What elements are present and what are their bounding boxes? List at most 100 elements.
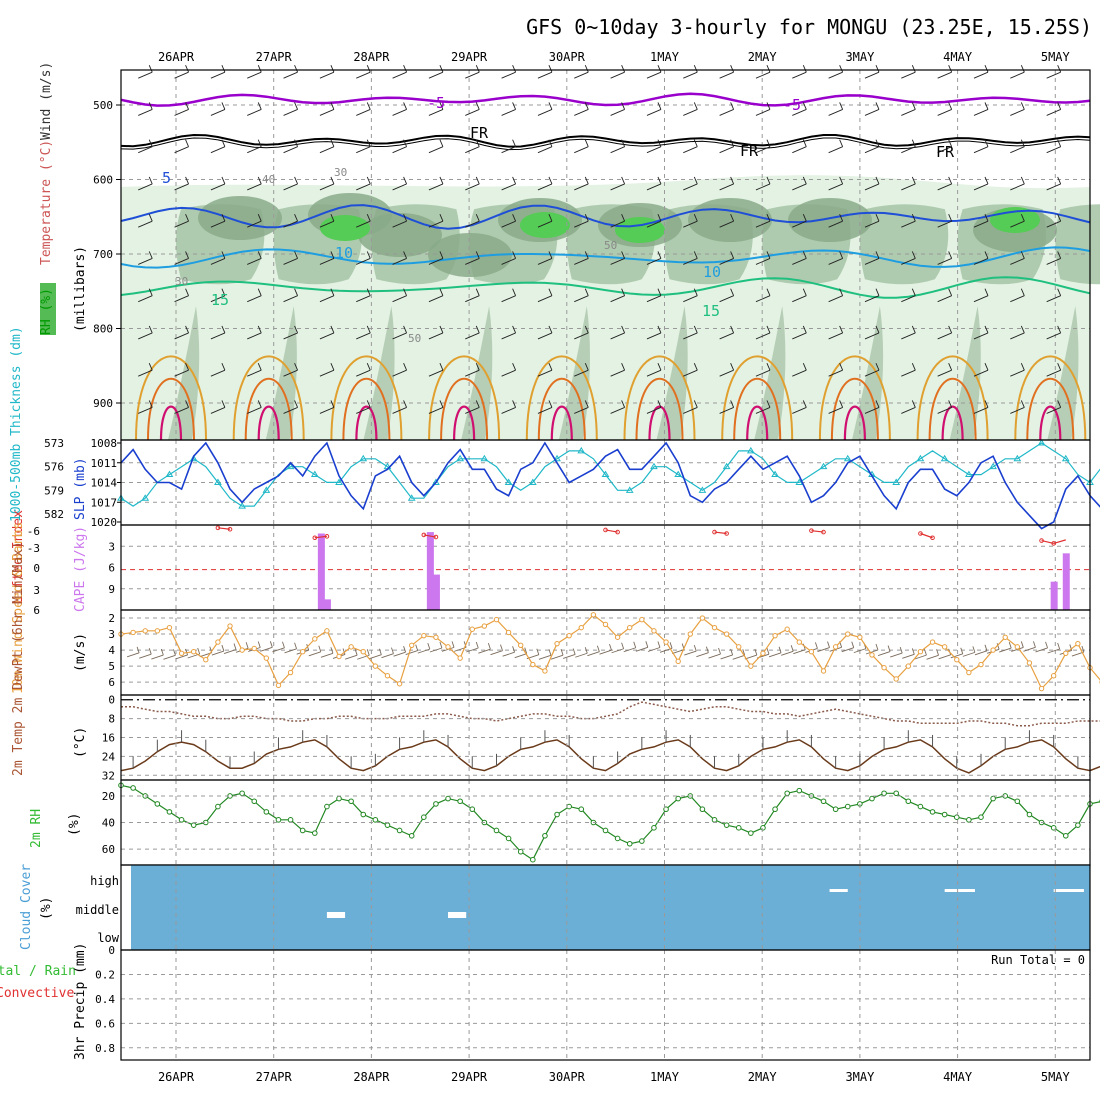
wind-barb-10m [974,650,988,656]
wind-barb-flag [403,363,408,371]
wind-barb-10m [635,646,648,652]
wind-barb-10m-flag [621,642,625,649]
wind-barb-flag [730,176,735,185]
wind-barb [392,295,407,303]
temp-contour-20 [916,355,989,441]
wind-barb [683,220,698,228]
wind-barb [937,332,952,340]
wind-barb-10m-flag [221,644,225,652]
temp-tick-label: 16 [102,732,115,745]
thickness-point [601,470,610,478]
wind-barb-flag [512,102,517,110]
wind-barb-flag [693,65,698,73]
wind-barb [937,295,952,303]
wind-barb-10m-flag [391,647,394,654]
wind-speed-point [251,645,257,652]
wind-barb [138,295,153,303]
rh-point [917,803,924,810]
cloud-gap [1053,889,1084,892]
wind-barb-flag [839,288,844,296]
wind-barb [937,407,952,414]
wind-barb-10m [902,653,915,659]
wind-speed-point [941,644,948,650]
wind-barb-flag [948,65,953,73]
wind-barb [138,183,153,191]
wind-barb [1046,295,1061,303]
temp-contour-30 [648,405,671,441]
wind-barb-flag [984,65,989,73]
wind-barb-flag [766,288,771,296]
wind-barb [646,71,662,79]
wind-barb-10m-flag [197,647,201,655]
wind-barb-flag [475,176,480,185]
thickness-point [940,454,949,462]
rh-point [784,790,790,797]
wind-barb [537,369,553,377]
temp-contour-25 [440,377,489,441]
wind-barb [428,220,444,228]
wind-barb-10m [793,649,806,655]
wind-barb [792,369,807,377]
wind-barb-flag [512,325,517,334]
wind-barb-10m [211,650,225,656]
wind-barb [283,295,298,303]
wind-speed-point [1026,660,1033,666]
rh-point [469,806,476,813]
wind-barb-flag [148,363,153,371]
wind-barb [465,146,480,154]
thickness-point [214,478,222,485]
rh-point [844,803,851,810]
wind-barb [828,258,843,265]
wind-speed-point [1063,650,1069,657]
wind-speed-point [929,639,936,645]
wind-barb-flag [221,325,226,334]
wind-barb [465,332,480,340]
rh-point [711,817,718,823]
thickness-point [989,462,997,470]
wind-barb [283,332,298,340]
wind-barb-flag [366,214,371,222]
wind-barb-flag [403,176,408,185]
cloud-gap [326,912,346,918]
wind-barb-flag [948,363,953,371]
wind-barb-flag [621,251,626,259]
wind-barb-flag [1020,214,1025,222]
li-point [603,527,608,533]
wind-barb [1046,183,1061,191]
wind-speed-point [348,644,354,650]
wind-speed-point [324,628,330,634]
wind-speed-point [760,650,766,657]
wind-barb-flag [257,102,262,110]
wind-speed-point [857,634,863,640]
wind-barb-flag [148,325,153,334]
wind-barb-flag [185,363,189,371]
rh-point [190,822,197,828]
li-point [324,534,330,539]
wind-speed-point [639,616,645,623]
cloud-level-label: low [97,931,119,945]
rh-tick-label: 20 [102,790,115,803]
slp-label: SLP (mb) [73,457,88,520]
wind-barb-flag [403,288,408,296]
rh-2m-panel: 20 40 60 [102,779,1100,866]
wind-barb-flag [621,363,626,371]
li-tick-label: 3 [33,584,40,597]
wind-barb [901,220,916,228]
rh-point [542,832,548,839]
rh-point [748,830,754,836]
wind-barb-flag [948,251,953,259]
wind-barb-flag [548,176,553,185]
wind-barb-10m [381,653,394,659]
wind-speed-point [469,626,475,632]
wind-barb-flag [693,363,698,371]
date-label-bottom: 2MAY [748,1070,778,1084]
rh-2m-units: (%) [67,813,82,836]
wind-barb [283,183,298,191]
wind-barb-flag [802,288,807,296]
wind-barb-10m-flag [851,641,855,648]
temp-contour-fr-a [120,133,1091,148]
wind-barb-flag [148,400,153,408]
wind-barb-10m-flag [173,649,176,656]
slp-tick-label: 1011 [91,457,118,470]
wind-barb [719,369,734,377]
